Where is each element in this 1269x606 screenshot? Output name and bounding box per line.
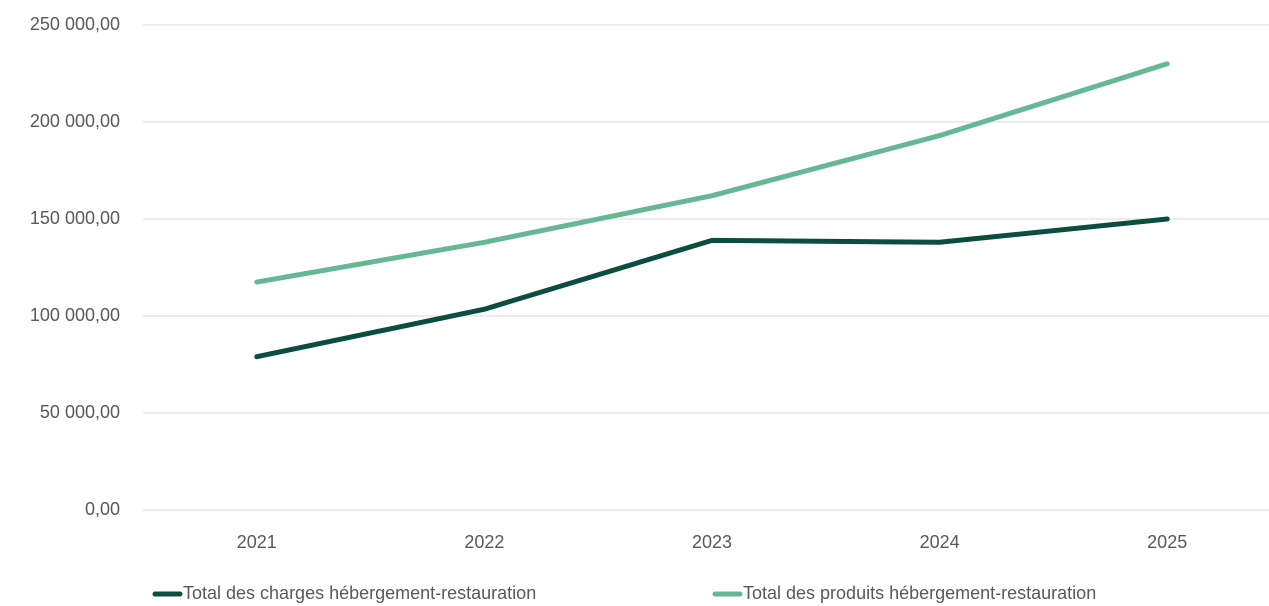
y-tick-label: 200 000,00	[30, 111, 120, 131]
x-tick-label: 2024	[920, 532, 960, 552]
y-tick-label: 250 000,00	[30, 14, 120, 34]
y-tick-label: 150 000,00	[30, 208, 120, 228]
x-tick-label: 2022	[464, 532, 504, 552]
series-line	[254, 61, 1170, 285]
y-tick-label: 0,00	[85, 499, 120, 519]
y-tick-label: 50 000,00	[40, 402, 120, 422]
x-tick-label: 2023	[692, 532, 732, 552]
series-line	[254, 216, 1170, 360]
legend-label: Total des charges hébergement-restaurati…	[183, 583, 536, 603]
y-tick-label: 100 000,00	[30, 305, 120, 325]
x-tick-label: 2021	[237, 532, 277, 552]
x-tick-label: 2025	[1147, 532, 1187, 552]
legend-label: Total des produits hébergement-restaurat…	[743, 583, 1096, 603]
